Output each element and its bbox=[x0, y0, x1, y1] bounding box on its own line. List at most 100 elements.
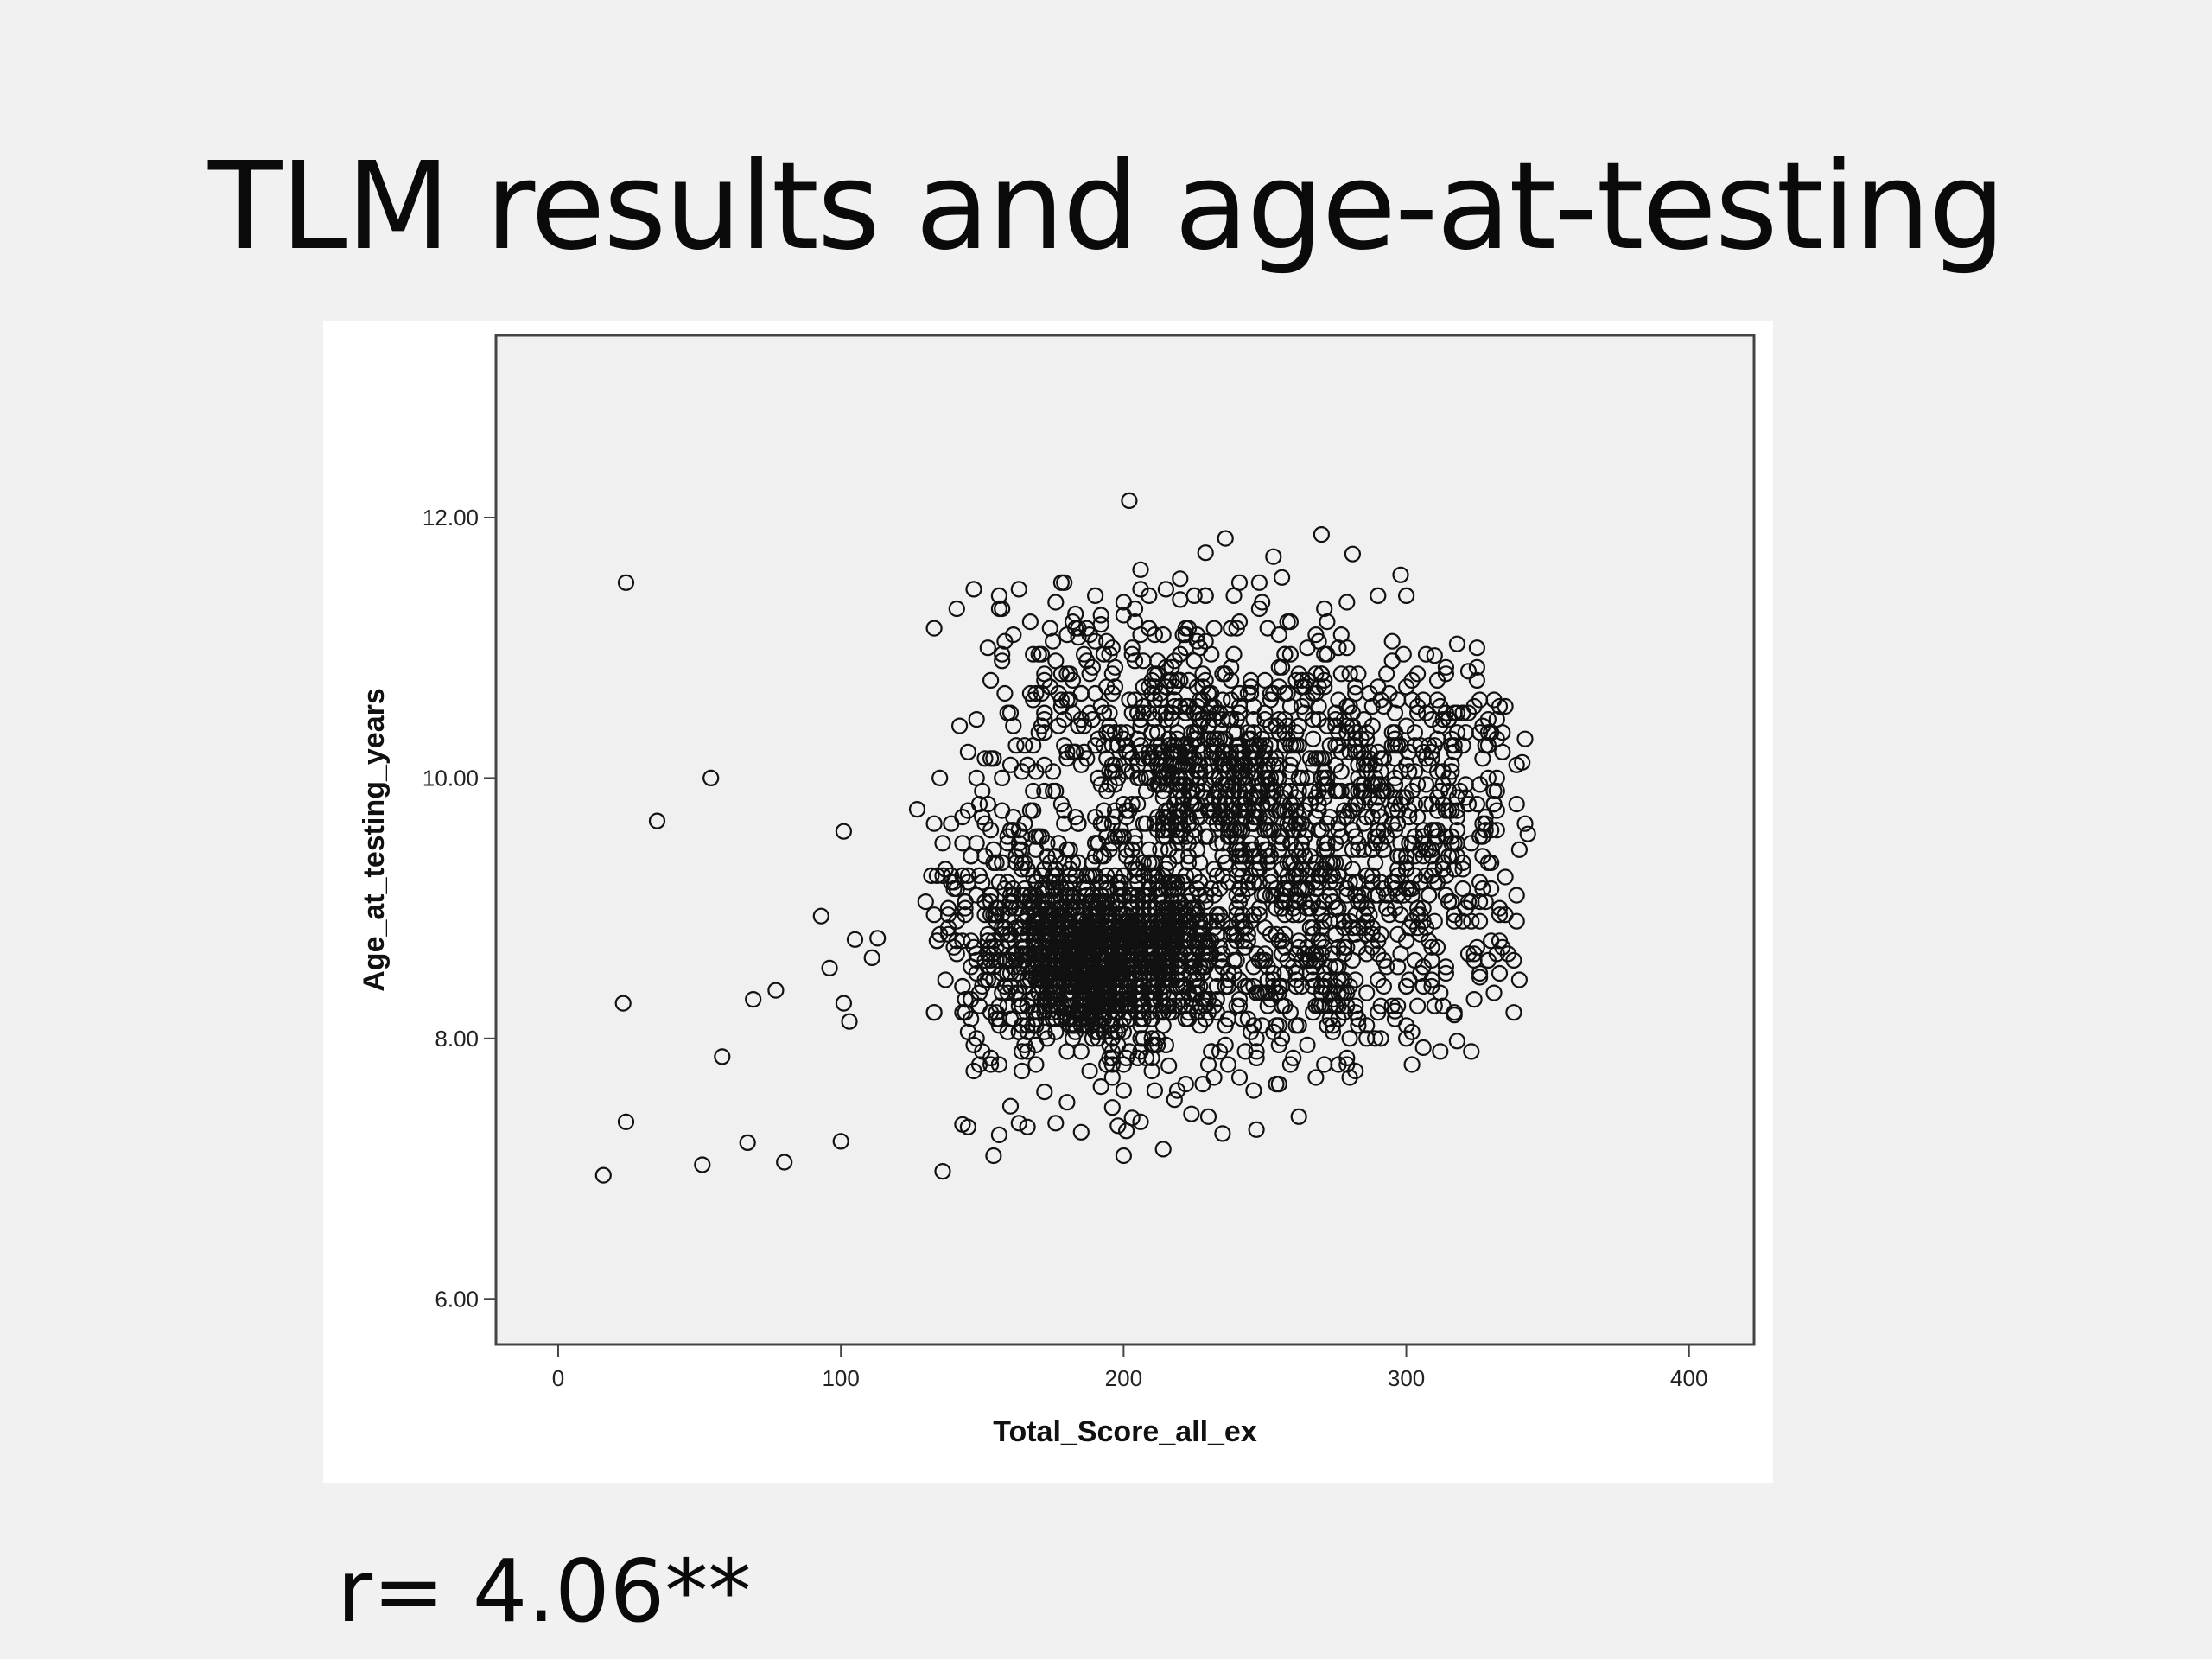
data-point bbox=[1479, 951, 1497, 969]
data-point bbox=[1395, 645, 1412, 663]
data-point bbox=[1273, 658, 1291, 676]
data-point bbox=[954, 835, 971, 852]
data-point bbox=[1177, 938, 1194, 956]
data-point bbox=[1121, 925, 1138, 943]
data-point bbox=[1146, 1082, 1164, 1099]
data-point bbox=[1163, 743, 1180, 760]
data-point bbox=[1403, 912, 1421, 930]
data-point bbox=[979, 639, 996, 657]
data-point bbox=[1428, 938, 1446, 956]
data-point bbox=[1141, 750, 1158, 767]
data-point bbox=[931, 769, 949, 787]
data-point bbox=[1448, 822, 1466, 839]
data-point bbox=[1324, 893, 1342, 911]
data-point bbox=[1027, 1017, 1045, 1034]
data-point bbox=[1414, 1039, 1432, 1057]
data-point bbox=[1194, 945, 1211, 963]
data-point bbox=[1001, 1097, 1020, 1115]
data-point bbox=[999, 835, 1016, 852]
data-point bbox=[1341, 782, 1358, 800]
data-point bbox=[1304, 730, 1322, 747]
data-point bbox=[1098, 632, 1116, 650]
data-point bbox=[1039, 848, 1056, 865]
data-point bbox=[990, 1056, 1008, 1073]
data-point bbox=[1214, 756, 1231, 773]
data-point bbox=[1310, 632, 1327, 650]
y-tick-label: 10.00 bbox=[423, 765, 479, 791]
data-point bbox=[1098, 932, 1116, 950]
data-point bbox=[1154, 808, 1172, 826]
data-point bbox=[1166, 1091, 1183, 1109]
data-point bbox=[1058, 626, 1076, 644]
data-point bbox=[1152, 887, 1169, 904]
data-point bbox=[1270, 977, 1287, 995]
data-point bbox=[1025, 645, 1042, 663]
data-point bbox=[1259, 769, 1276, 787]
data-point bbox=[1234, 906, 1251, 924]
data-point bbox=[1417, 645, 1435, 663]
data-point bbox=[1485, 782, 1503, 800]
data-point bbox=[1341, 1030, 1358, 1047]
data-point bbox=[1316, 789, 1333, 806]
data-point bbox=[1428, 828, 1446, 845]
data-point bbox=[982, 671, 1000, 689]
data-point bbox=[1084, 990, 1102, 1008]
data-point bbox=[1350, 665, 1367, 683]
data-point bbox=[990, 997, 1008, 1014]
data-point bbox=[694, 1156, 711, 1173]
data-point bbox=[1157, 581, 1175, 598]
data-point bbox=[1123, 639, 1141, 657]
data-point bbox=[1505, 1004, 1522, 1021]
data-point bbox=[1370, 587, 1387, 604]
data-point bbox=[1228, 620, 1245, 637]
data-point bbox=[1061, 958, 1078, 976]
data-point bbox=[1084, 711, 1102, 728]
data-point bbox=[1474, 848, 1491, 865]
data-point bbox=[1285, 1049, 1302, 1067]
data-point bbox=[1185, 587, 1203, 604]
data-point bbox=[1208, 912, 1225, 930]
data-point bbox=[1230, 861, 1249, 878]
x-tick-label: 400 bbox=[1670, 1365, 1707, 1391]
data-point bbox=[1468, 658, 1486, 676]
data-point bbox=[1103, 1099, 1121, 1116]
y-axis-label: Age_at_testing_years bbox=[358, 688, 391, 992]
data-point bbox=[1256, 671, 1274, 689]
data-point bbox=[1259, 620, 1276, 637]
data-point bbox=[1106, 867, 1124, 885]
data-point bbox=[1168, 776, 1186, 793]
data-point bbox=[1050, 684, 1067, 702]
data-point bbox=[908, 800, 926, 818]
data-point bbox=[1160, 964, 1178, 982]
data-point bbox=[1488, 769, 1505, 787]
data-point bbox=[959, 802, 977, 819]
data-point bbox=[1508, 756, 1525, 773]
data-point bbox=[1378, 665, 1395, 683]
data-point bbox=[1499, 945, 1516, 963]
data-point bbox=[1121, 691, 1138, 709]
data-point bbox=[1056, 802, 1073, 819]
data-point bbox=[1013, 906, 1031, 924]
data-point bbox=[959, 1023, 977, 1040]
data-point bbox=[1230, 990, 1249, 1008]
data-point bbox=[1319, 645, 1336, 663]
data-point bbox=[1397, 587, 1415, 604]
data-point bbox=[1061, 919, 1078, 937]
data-point bbox=[1103, 684, 1121, 702]
data-point bbox=[1021, 613, 1039, 631]
data-point bbox=[1081, 919, 1098, 937]
data-point bbox=[1338, 1049, 1356, 1067]
data-point bbox=[1479, 711, 1497, 728]
x-tick-label: 100 bbox=[822, 1365, 859, 1391]
data-point bbox=[999, 874, 1016, 891]
correlation-stat: r= 4.06** bbox=[337, 1541, 752, 1642]
data-point bbox=[1279, 613, 1296, 631]
data-point bbox=[1386, 737, 1404, 754]
data-point bbox=[1061, 951, 1078, 969]
data-point bbox=[617, 574, 635, 591]
data-point bbox=[1135, 906, 1152, 924]
data-point bbox=[1287, 971, 1305, 988]
data-point bbox=[1358, 1017, 1376, 1034]
data-point bbox=[1146, 1036, 1164, 1054]
data-point bbox=[1036, 711, 1053, 728]
